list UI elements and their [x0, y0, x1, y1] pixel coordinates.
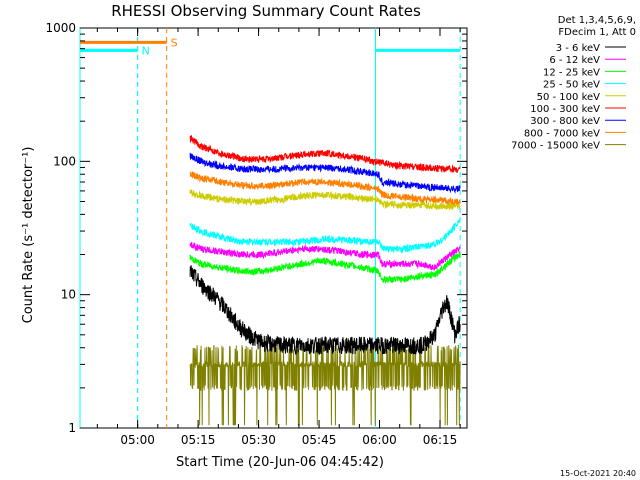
legend-entry-label: 50 - 100 keV: [537, 92, 601, 103]
series-line-25-50keV: [189, 219, 461, 254]
y-axis: 1 10 100 1000: [45, 21, 467, 435]
series-layer: [189, 135, 461, 426]
legend-entry-label: 6 - 12 keV: [549, 55, 600, 66]
y-tick-label: 1000: [45, 21, 76, 35]
flags-layer: NS: [79, 28, 461, 428]
x-tick-label: 06:15: [423, 433, 458, 447]
x-tick-label: 05:00: [120, 433, 155, 447]
series-line-7000-15000keV: [189, 343, 461, 426]
x-tick-label: 05:15: [181, 433, 216, 447]
flag-label-S: S: [171, 36, 178, 49]
legend-entry-label: 25 - 50 keV: [543, 80, 600, 91]
legend-header-line: Det 1,3,4,5,6,9,: [558, 15, 636, 26]
series-line-3-6keV: [189, 265, 461, 356]
legend-entry-label: 12 - 25 keV: [543, 67, 600, 78]
legend-entry-label: 800 - 7000 keV: [524, 128, 600, 139]
legend: Det 1,3,4,5,6,9,FDecim 1, Att 0 3 - 6 keV…: [511, 15, 636, 152]
legend-entry-label: 7000 - 15000 keV: [511, 141, 600, 152]
chart-title: RHESSI Observing Summary Count Rates: [111, 2, 421, 20]
legend-entry-label: 100 - 300 keV: [530, 104, 600, 115]
series-line-12-25keV: [189, 251, 461, 285]
legend-header-line: FDecim 1, Att 0: [558, 27, 636, 38]
series-line-50-100keV: [189, 188, 461, 211]
x-tick-label: 05:30: [241, 433, 276, 447]
y-tick-label: 1: [68, 421, 76, 435]
x-axis: 05:00 05:15 05:30 05:45 06:00 06:15: [96, 28, 461, 447]
x-tick-label: 06:00: [362, 433, 397, 447]
series-line-6-12keV: [189, 241, 461, 271]
flag-label-N: N: [142, 44, 150, 57]
legend-entry-label: 300 - 800 keV: [530, 116, 600, 127]
generated-timestamp: 15-Oct-2021 20:40: [560, 469, 636, 478]
y-axis-label: Count Rate (s⁻¹ detector⁻¹): [21, 147, 36, 324]
x-axis-label: Start Time (20-Jun-06 04:45:42): [176, 455, 384, 470]
x-tick-label: 05:45: [302, 433, 337, 447]
series-line-800-7000keV: [189, 170, 461, 206]
y-tick-label: 100: [53, 154, 76, 168]
series-line-300-800keV: [189, 152, 461, 194]
legend-entry-label: 3 - 6 keV: [556, 43, 600, 54]
series-line-100-300keV: [189, 135, 461, 173]
y-tick-label: 10: [61, 288, 76, 302]
